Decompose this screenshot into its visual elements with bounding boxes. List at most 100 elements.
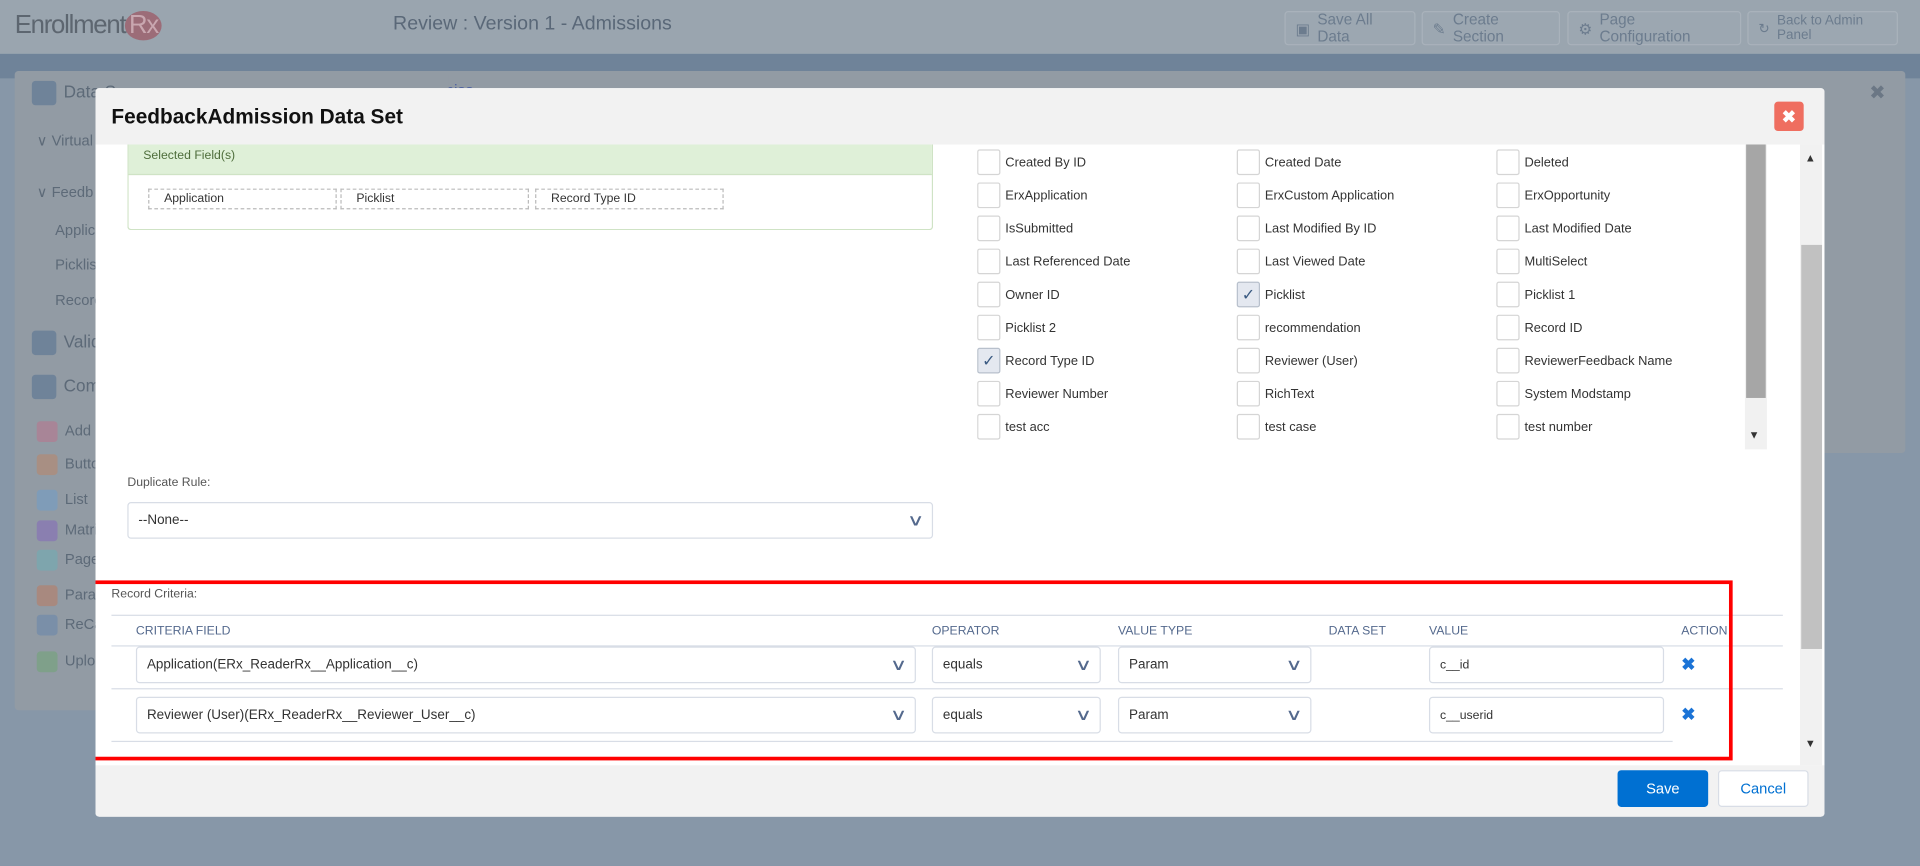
checkbox[interactable] bbox=[1496, 380, 1520, 407]
delete-row-button[interactable]: ✖ bbox=[1681, 654, 1695, 675]
field-checkbox-item[interactable]: Picklist 1 bbox=[1496, 281, 1575, 308]
field-checkbox-item[interactable]: Reviewer (User) bbox=[1236, 347, 1358, 374]
field-checkbox-item[interactable]: Created By ID bbox=[977, 149, 1086, 176]
field-checkbox-item[interactable]: MultiSelect bbox=[1496, 248, 1587, 275]
field-checkbox-item[interactable]: test number bbox=[1496, 413, 1592, 440]
field-checkbox-item[interactable]: Last Referenced Date bbox=[977, 248, 1131, 275]
field-checkbox-item[interactable]: RichText bbox=[1236, 380, 1315, 407]
select-value: equals bbox=[942, 707, 983, 723]
criteria-field-select[interactable]: Application(ERx_ReaderRx__Application__c… bbox=[135, 646, 916, 684]
scroll-down-arrow-icon[interactable]: ▼ bbox=[1748, 428, 1760, 441]
field-checkbox-item[interactable]: ErxApplication bbox=[977, 182, 1088, 209]
value-type-select[interactable]: Param ∨ bbox=[1117, 646, 1312, 684]
checkbox[interactable] bbox=[977, 149, 1001, 176]
checkbox[interactable] bbox=[1496, 248, 1520, 275]
field-checkbox-item[interactable]: ErxOpportunity bbox=[1496, 182, 1610, 209]
field-checkbox-item[interactable]: Record ID bbox=[1496, 314, 1582, 341]
checkbox[interactable] bbox=[977, 281, 1001, 308]
field-checkbox-item[interactable]: System Modstamp bbox=[1496, 380, 1631, 407]
operator-select[interactable]: equals ∨ bbox=[931, 696, 1101, 734]
add-user-icon bbox=[36, 421, 58, 443]
value-input[interactable]: c__id bbox=[1428, 646, 1665, 684]
checkbox[interactable] bbox=[1496, 149, 1520, 176]
field-checkbox-label: RichText bbox=[1264, 386, 1315, 402]
checkbox[interactable] bbox=[977, 182, 1001, 209]
field-checkbox-item[interactable]: ReviewerFeedback Name bbox=[1496, 347, 1672, 374]
select-value: Param bbox=[1128, 707, 1169, 723]
field-checkbox-item[interactable]: ✓ Picklist bbox=[1236, 281, 1305, 308]
checkbox[interactable] bbox=[1236, 380, 1261, 407]
checkbox[interactable] bbox=[1236, 215, 1261, 242]
page-configuration-button[interactable]: ⚙ Page Configuration bbox=[1567, 11, 1742, 45]
field-checkbox-label: Last Modified By ID bbox=[1264, 221, 1377, 236]
checkbox[interactable] bbox=[977, 314, 1001, 341]
close-icon: ✖ bbox=[1681, 653, 1696, 674]
checkbox[interactable] bbox=[1236, 182, 1261, 209]
logo: Enrollment Rx bbox=[15, 11, 162, 41]
duplicate-rule-select[interactable]: --None-- ∨ bbox=[127, 502, 934, 539]
operator-select[interactable]: equals ∨ bbox=[931, 646, 1101, 684]
checkbox[interactable] bbox=[1496, 314, 1520, 341]
select-value: Application(ERx_ReaderRx__Application__c… bbox=[146, 657, 418, 673]
selected-field-chip[interactable]: Application bbox=[148, 188, 337, 210]
save-button[interactable]: Save bbox=[1617, 770, 1709, 807]
field-checkbox-item[interactable]: recommendation bbox=[1236, 314, 1361, 341]
field-checkbox-label: Last Viewed Date bbox=[1264, 254, 1366, 269]
checkbox[interactable] bbox=[1496, 215, 1520, 242]
checkbox[interactable] bbox=[977, 248, 1001, 275]
scrollbar-thumb[interactable] bbox=[1801, 244, 1823, 649]
close-button[interactable]: ✖ bbox=[1774, 101, 1804, 132]
cancel-button[interactable]: Cancel bbox=[1717, 770, 1809, 807]
field-checkbox-item[interactable]: Last Viewed Date bbox=[1236, 248, 1366, 275]
field-list-scrollbar[interactable]: ▼ bbox=[1744, 144, 1767, 450]
checkbox[interactable] bbox=[1496, 281, 1520, 308]
checkbox[interactable] bbox=[977, 380, 1001, 407]
sidebar-item: Feedb bbox=[51, 183, 94, 201]
value-input[interactable]: c__userid bbox=[1428, 696, 1665, 734]
field-checkbox-item[interactable]: test case bbox=[1236, 413, 1316, 440]
checkbox-checked[interactable]: ✓ bbox=[977, 347, 1001, 374]
criteria-field-select[interactable]: Reviewer (User)(ERx_ReaderRx__Reviewer_U… bbox=[135, 696, 916, 734]
chevron-down-icon: ∨ bbox=[1285, 655, 1304, 674]
field-checkbox-item[interactable]: Reviewer Number bbox=[977, 380, 1108, 407]
field-checkbox-item[interactable]: Deleted bbox=[1496, 149, 1569, 176]
checkbox[interactable] bbox=[1236, 413, 1261, 440]
field-checkbox-item[interactable]: test acc bbox=[977, 413, 1050, 440]
field-checkbox-item[interactable]: Last Modified Date bbox=[1496, 215, 1632, 242]
checkbox[interactable] bbox=[1236, 149, 1261, 176]
checkbox[interactable] bbox=[977, 215, 1001, 242]
create-section-button[interactable]: ✎ Create Section bbox=[1421, 11, 1561, 45]
field-checkbox-item[interactable]: Owner ID bbox=[977, 281, 1060, 308]
field-checkbox-item[interactable]: Created Date bbox=[1236, 149, 1341, 176]
checkbox[interactable] bbox=[1496, 413, 1520, 440]
checkbox[interactable] bbox=[1496, 182, 1520, 209]
scrollbar-thumb[interactable] bbox=[1746, 144, 1766, 398]
field-checkbox-list: Created By ID Created Date Deleted ErxAppli… bbox=[977, 144, 1768, 449]
delete-row-button[interactable]: ✖ bbox=[1681, 704, 1695, 725]
field-checkbox-item[interactable]: Picklist 2 bbox=[977, 314, 1056, 341]
field-checkbox-item[interactable]: Last Modified By ID bbox=[1236, 215, 1377, 242]
checkbox[interactable] bbox=[1236, 314, 1261, 341]
paragraph-icon bbox=[36, 585, 58, 607]
list-icon bbox=[36, 489, 58, 511]
field-checkbox-item[interactable]: ✓ Record Type ID bbox=[977, 347, 1094, 374]
scroll-up-arrow-icon[interactable]: ▲ bbox=[1804, 151, 1816, 165]
selected-field-chip[interactable]: Record Type ID bbox=[535, 188, 724, 210]
value-type-select[interactable]: Param ∨ bbox=[1117, 696, 1312, 734]
back-to-admin-panel-button[interactable]: ↻ Back to Admin Panel bbox=[1747, 11, 1898, 46]
checkbox[interactable] bbox=[1236, 248, 1261, 275]
field-checkbox-label: Last Referenced Date bbox=[1005, 254, 1131, 269]
checkbox-checked[interactable]: ✓ bbox=[1236, 281, 1261, 308]
scroll-down-arrow-icon[interactable]: ▼ bbox=[1804, 737, 1816, 750]
field-checkbox-item[interactable]: ErxCustom Application bbox=[1236, 182, 1394, 209]
modal-scrollbar[interactable]: ▲ ▼ bbox=[1800, 144, 1823, 766]
chevron-down-icon: ∨ bbox=[890, 705, 908, 724]
save-all-data-button[interactable]: ▣ Save All Data bbox=[1284, 11, 1416, 45]
floppy-icon: ▣ bbox=[1295, 20, 1310, 38]
checkbox[interactable] bbox=[977, 413, 1001, 440]
checkbox[interactable] bbox=[1236, 347, 1261, 374]
checkbox[interactable] bbox=[1496, 347, 1520, 374]
field-checkbox-item[interactable]: IsSubmitted bbox=[977, 215, 1073, 242]
selected-field-chip[interactable]: Picklist bbox=[340, 188, 529, 210]
